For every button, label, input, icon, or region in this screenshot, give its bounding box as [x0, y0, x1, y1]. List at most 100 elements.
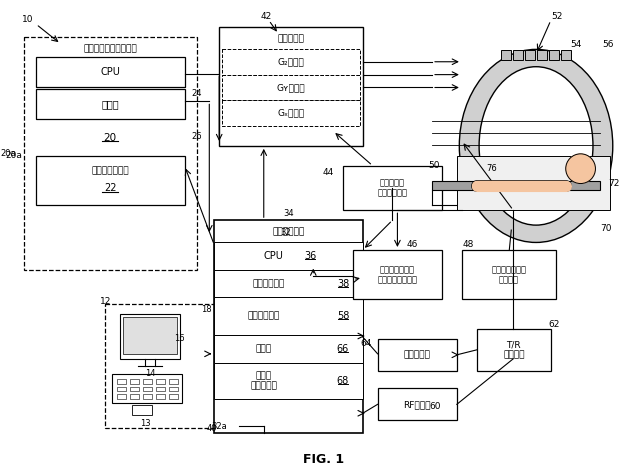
FancyBboxPatch shape [123, 317, 177, 354]
Text: 20: 20 [104, 133, 117, 143]
Text: システム制御: システム制御 [273, 228, 305, 237]
FancyBboxPatch shape [561, 50, 571, 60]
Text: 18: 18 [201, 305, 212, 314]
Text: 10: 10 [22, 15, 34, 24]
Text: 20a: 20a [1, 149, 16, 158]
Text: 前置増幅器: 前置増幅器 [404, 351, 431, 359]
Text: 36: 36 [304, 251, 316, 261]
FancyBboxPatch shape [24, 37, 197, 270]
FancyBboxPatch shape [222, 49, 360, 75]
Text: 60: 60 [429, 402, 441, 411]
Text: アレイ
プロセッサ: アレイ プロセッサ [250, 371, 277, 390]
FancyBboxPatch shape [156, 387, 164, 391]
FancyBboxPatch shape [432, 180, 600, 190]
FancyBboxPatch shape [156, 394, 164, 399]
FancyBboxPatch shape [477, 329, 551, 370]
Text: 20a: 20a [6, 152, 22, 161]
FancyBboxPatch shape [214, 297, 363, 335]
FancyBboxPatch shape [130, 379, 139, 383]
FancyBboxPatch shape [130, 387, 139, 391]
FancyBboxPatch shape [106, 304, 224, 428]
FancyBboxPatch shape [378, 339, 457, 370]
Text: 56: 56 [603, 40, 614, 49]
Text: 68: 68 [337, 376, 349, 386]
FancyBboxPatch shape [220, 27, 363, 146]
FancyBboxPatch shape [36, 156, 184, 205]
FancyBboxPatch shape [117, 387, 126, 391]
FancyBboxPatch shape [143, 394, 152, 399]
Text: 46: 46 [406, 240, 418, 249]
FancyBboxPatch shape [222, 100, 360, 126]
FancyBboxPatch shape [36, 89, 184, 119]
Text: 34: 34 [283, 209, 294, 218]
Text: 66: 66 [337, 344, 349, 354]
FancyBboxPatch shape [222, 75, 360, 100]
FancyBboxPatch shape [457, 156, 611, 210]
FancyBboxPatch shape [132, 405, 152, 415]
Text: 22: 22 [104, 183, 116, 193]
Text: 76: 76 [486, 164, 497, 173]
FancyBboxPatch shape [120, 314, 180, 359]
Text: 32: 32 [280, 228, 291, 237]
Text: 50: 50 [428, 161, 440, 170]
Text: 12: 12 [100, 297, 111, 306]
FancyBboxPatch shape [378, 389, 457, 420]
FancyBboxPatch shape [525, 50, 535, 60]
Text: 26: 26 [191, 132, 202, 141]
FancyBboxPatch shape [117, 379, 126, 383]
Text: 14: 14 [145, 369, 155, 378]
FancyBboxPatch shape [353, 250, 442, 299]
Text: 42: 42 [260, 12, 271, 21]
FancyBboxPatch shape [169, 387, 178, 391]
Text: 54: 54 [570, 40, 581, 49]
FancyBboxPatch shape [214, 270, 363, 297]
Text: 62: 62 [548, 320, 559, 329]
FancyBboxPatch shape [112, 374, 182, 403]
Text: 生理的取得
コントローラ: 生理的取得 コントローラ [378, 178, 408, 198]
FancyBboxPatch shape [462, 250, 556, 299]
FancyBboxPatch shape [537, 50, 547, 60]
Text: CPU: CPU [264, 251, 284, 261]
Text: コンピュータシステム: コンピュータシステム [84, 44, 138, 53]
Text: CPU: CPU [100, 66, 120, 76]
Text: トランシーバ: トランシーバ [248, 312, 280, 321]
Text: RF増幅器: RF増幅器 [403, 400, 431, 409]
Text: 16: 16 [174, 334, 185, 343]
Text: 72: 72 [609, 179, 620, 188]
FancyBboxPatch shape [549, 50, 559, 60]
FancyBboxPatch shape [513, 50, 523, 60]
Text: Gʏアンプ: Gʏアンプ [276, 83, 305, 92]
FancyBboxPatch shape [117, 394, 126, 399]
FancyBboxPatch shape [169, 379, 178, 383]
Text: 勾配アンプ: 勾配アンプ [278, 35, 305, 44]
FancyBboxPatch shape [143, 387, 152, 391]
FancyBboxPatch shape [214, 220, 363, 433]
Text: 44: 44 [323, 168, 334, 177]
Ellipse shape [479, 66, 593, 225]
Text: 40: 40 [207, 424, 218, 433]
FancyBboxPatch shape [156, 379, 164, 383]
Text: Gₓアンプ: Gₓアンプ [277, 109, 305, 118]
Circle shape [566, 154, 595, 183]
FancyBboxPatch shape [214, 335, 363, 363]
Text: 13: 13 [140, 418, 150, 428]
Text: G₂アンプ: G₂アンプ [278, 57, 305, 66]
Text: パルス発生器: パルス発生器 [253, 279, 285, 288]
FancyBboxPatch shape [501, 50, 511, 60]
Text: 画像プロセッサ: 画像プロセッサ [92, 166, 129, 175]
FancyBboxPatch shape [169, 394, 178, 399]
Text: メモリ: メモリ [102, 99, 119, 109]
Text: T/R
スイッチ: T/R スイッチ [503, 340, 525, 360]
FancyBboxPatch shape [143, 379, 152, 383]
Text: 48: 48 [463, 240, 474, 249]
Text: FIG. 1: FIG. 1 [303, 453, 344, 466]
Text: スキャンルーム
インターフェース: スキャンルーム インターフェース [378, 265, 417, 285]
FancyBboxPatch shape [214, 242, 363, 270]
Text: 52: 52 [551, 12, 563, 21]
Text: 58: 58 [337, 311, 349, 321]
Ellipse shape [460, 49, 612, 242]
Text: 患者位置合わせ
システム: 患者位置合わせ システム [492, 265, 526, 285]
Text: 70: 70 [600, 224, 612, 233]
FancyBboxPatch shape [343, 166, 442, 210]
FancyBboxPatch shape [130, 394, 139, 399]
